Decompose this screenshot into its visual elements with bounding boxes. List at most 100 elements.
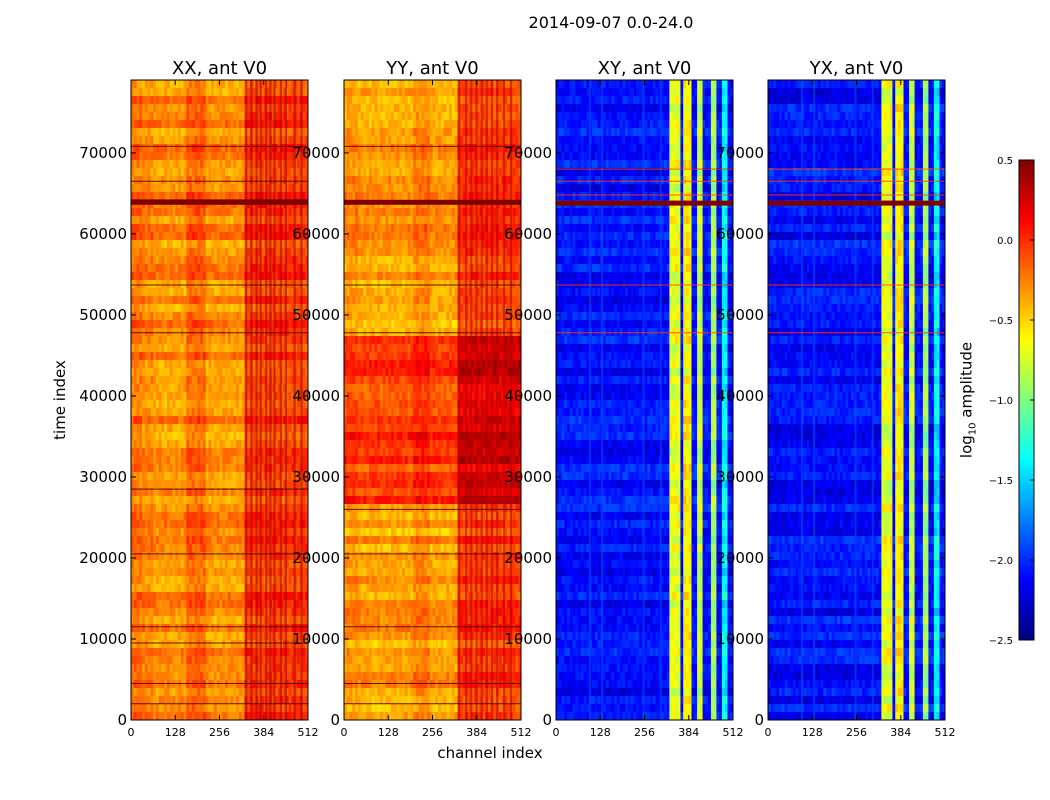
heatmap-cell (222, 576, 226, 585)
heatmap-cell (227, 408, 231, 417)
heatmap-cell (225, 360, 229, 369)
heatmap-cell (213, 520, 218, 529)
heatmap-cell (189, 576, 193, 585)
heatmap-cell (158, 80, 162, 89)
heatmap-cell (172, 192, 176, 201)
heatmap-cell (238, 552, 243, 561)
heatmap-cell (247, 312, 251, 321)
heatmap-cell (150, 472, 154, 481)
heatmap-cell (158, 304, 162, 313)
heatmap-cell (241, 512, 245, 521)
heatmap-cell (205, 512, 209, 521)
heatmap-cell (166, 256, 171, 265)
heatmap-cell (183, 496, 187, 505)
heatmap-cell (155, 192, 160, 201)
heatmap-cell (216, 392, 220, 401)
heatmap-cell (147, 336, 151, 345)
heatmap-cell (189, 488, 193, 497)
heatmap-cell (191, 264, 196, 273)
heatmap-cell (266, 672, 270, 681)
heatmap-cell (175, 360, 179, 369)
heatmap-cell (280, 600, 284, 609)
heatmap-cell (136, 408, 140, 417)
heatmap-cell (227, 248, 231, 257)
heatmap-cell (211, 640, 215, 649)
heatmap-cell (274, 88, 278, 97)
heatmap-cell (230, 104, 234, 113)
heatmap-cell (225, 120, 229, 129)
heatmap-cell (131, 272, 135, 281)
heatmap-cell (260, 368, 265, 377)
heatmap-cell (305, 104, 309, 113)
heatmap-cell (158, 656, 162, 665)
heatmap-cell (205, 176, 209, 185)
heatmap-cell (213, 112, 218, 121)
heatmap-cell (238, 192, 243, 201)
heatmap-cell (219, 488, 223, 497)
heatmap-cell (164, 232, 168, 241)
heatmap-cell (197, 280, 201, 289)
heatmap-cell (202, 248, 207, 257)
heatmap-cell (233, 152, 237, 161)
heatmap-cell (142, 136, 146, 145)
heatmap-cell (208, 184, 212, 193)
heatmap-cell (280, 240, 284, 249)
heatmap-cell (197, 104, 201, 113)
heatmap-cell (202, 472, 207, 481)
heatmap-cell (230, 552, 234, 561)
heatmap-cell (294, 472, 298, 481)
heatmap-cell (283, 672, 287, 681)
heatmap-cell (288, 520, 292, 529)
heatmap-cell (247, 224, 251, 233)
heatmap-cell (186, 272, 190, 281)
heatmap-cell (233, 128, 237, 137)
heatmap-cell (202, 376, 207, 385)
heatmap-cell (294, 568, 298, 577)
heatmap-cell (194, 488, 198, 497)
heatmap-cell (266, 616, 270, 625)
heatmap-cell (296, 600, 301, 609)
heatmap-cell (164, 648, 168, 657)
heatmap-cell (247, 248, 251, 257)
heatmap-cell (274, 544, 278, 553)
heatmap-cell (183, 640, 187, 649)
heatmap-cell (172, 272, 176, 281)
heatmap-cell (241, 504, 245, 513)
heatmap-cell (305, 232, 309, 241)
heatmap-cell (161, 80, 165, 89)
heatmap-cell (133, 248, 137, 257)
heatmap-cell (147, 448, 151, 457)
heatmap-cell (219, 152, 223, 161)
heatmap-cell (252, 688, 256, 697)
heatmap-cell (260, 272, 265, 281)
heatmap-cell (285, 240, 290, 249)
heatmap-cell (216, 680, 220, 689)
heatmap-cell (133, 128, 137, 137)
heatmap-cell (302, 656, 306, 665)
heatmap-cell (216, 160, 220, 169)
heatmap-cell (285, 80, 290, 89)
heatmap-cell (205, 320, 209, 329)
heatmap-cell (252, 648, 256, 657)
heatmap-cell (227, 544, 231, 553)
heatmap-cell (283, 320, 287, 329)
heatmap-cell (236, 336, 240, 345)
heatmap-cell (202, 664, 207, 673)
heatmap-cell (178, 376, 182, 385)
heatmap-cell (155, 104, 160, 113)
heatmap-cell (147, 248, 151, 257)
heatmap-cell (241, 656, 245, 665)
heatmap-cell (230, 688, 234, 697)
heatmap-cell (219, 624, 223, 633)
heatmap-cell (136, 688, 140, 697)
heatmap-cell (205, 416, 209, 425)
heatmap-cell (186, 88, 190, 97)
heatmap-cell (164, 584, 168, 593)
heatmap-cell (288, 440, 292, 449)
heatmap-cell (277, 224, 281, 233)
heatmap-cell (252, 184, 256, 193)
heatmap-cell (230, 272, 234, 281)
heatmap-cell (150, 352, 154, 361)
heatmap-cell (222, 648, 226, 657)
heatmap-cell (288, 480, 292, 489)
